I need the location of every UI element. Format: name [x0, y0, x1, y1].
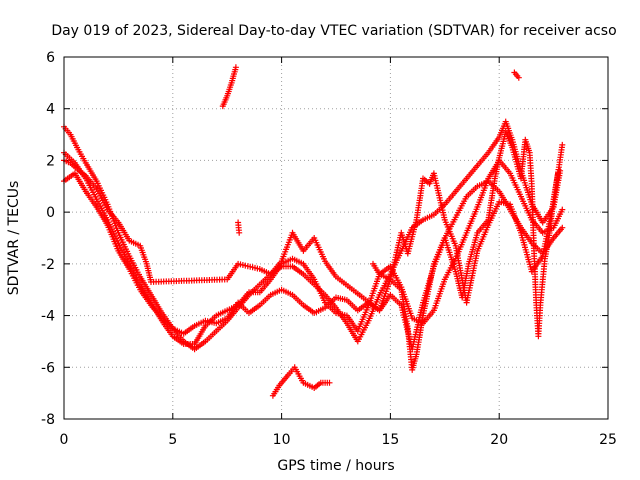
data-point: [559, 141, 566, 148]
y-tick-label: 4: [46, 102, 55, 118]
y-tick-labels: -8 -6 -4 -2 0 2 4 6: [41, 50, 55, 428]
x-tick-label: 0: [60, 432, 69, 448]
x-tick-label: 25: [599, 432, 617, 448]
data-point: [232, 64, 239, 71]
data-point: [236, 229, 243, 236]
y-tick-label: -4: [41, 309, 55, 325]
series-s2: [61, 149, 566, 347]
data-point: [559, 224, 566, 231]
y-axis-label: SDTVAR / TECUs: [6, 181, 22, 296]
plot-frame: [63, 56, 609, 420]
y-tick-label: 0: [46, 205, 55, 221]
x-tick-label: 5: [168, 432, 177, 448]
y-tick-label: -6: [41, 360, 55, 376]
series-s7: [511, 69, 522, 81]
y-tick-label: 6: [46, 50, 55, 66]
data-point: [326, 379, 333, 386]
series-s5: [370, 129, 561, 373]
chart-title: Day 019 of 2023, Sidereal Day-to-day VTE…: [51, 23, 616, 39]
series-s6: [219, 64, 239, 110]
data-point: [555, 170, 561, 177]
y-tick-label: 2: [46, 153, 55, 169]
series-s9: [235, 219, 243, 236]
x-tick-label: 15: [381, 432, 399, 448]
y-tick-label: -2: [41, 257, 55, 273]
x-tick-labels: 0 5 10 15 20 25: [60, 432, 617, 448]
data-point: [515, 74, 522, 81]
x-axis-label: GPS time / hours: [277, 458, 394, 474]
x-tick-label: 20: [490, 432, 508, 448]
series-s1: [61, 118, 564, 353]
series-s8: [269, 364, 333, 399]
x-tick-label: 10: [273, 432, 291, 448]
y-tick-label: -8: [41, 412, 55, 428]
data-point: [559, 206, 566, 213]
data-points: [61, 64, 566, 399]
